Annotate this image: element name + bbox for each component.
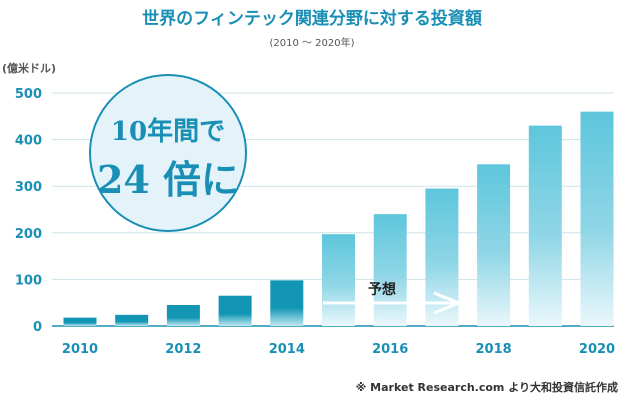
x-tick-label: 2012 [165,342,201,357]
forecast-marker: 予想 [323,281,464,315]
callout-line-2: 24 倍に [97,157,239,202]
y-tick-label: 300 [15,180,42,195]
bars [63,111,614,327]
y-tick-label: 100 [15,273,42,288]
bar-2015 [322,234,355,326]
y-tick-label: 500 [15,87,42,102]
bar-2018 [477,164,511,326]
y-tick-labels: 0 100 200 300 400 500 [15,87,42,335]
bar-2016 [373,214,407,326]
y-tick-label: 0 [33,320,42,335]
y-tick-label: 400 [15,134,42,149]
source-note: ※ Market Research.com より大和投資信託作成 [355,381,618,394]
x-tick-label: 2018 [476,342,512,357]
bar-2014 [270,280,304,326]
bar-2010 [63,317,97,326]
forecast-label: 予想 [368,281,396,298]
bar-2011 [115,314,149,326]
x-tick-labels: 2010 2012 2014 2016 2018 2020 [62,342,615,357]
x-tick-label: 2014 [269,342,305,357]
x-tick-label: 2010 [62,342,98,357]
callout-line-1: 10年間で [111,116,225,147]
x-tick-label: 2016 [372,342,408,357]
chart-subtitle: (2010 ～ 2020年) [269,38,355,49]
chart-title: 世界のフィンテック関連分野に対する投資額 [142,9,482,29]
x-tick-label: 2020 [579,342,615,357]
bar-2020 [580,111,614,326]
y-tick-label: 200 [15,227,42,242]
bar-2012 [166,305,200,326]
callout-circle: 10年間で 24 倍に [89,74,247,232]
y-axis-unit-label: (億米ドル) [2,62,57,75]
bar-2019 [528,125,562,327]
bar-2013 [218,295,252,326]
